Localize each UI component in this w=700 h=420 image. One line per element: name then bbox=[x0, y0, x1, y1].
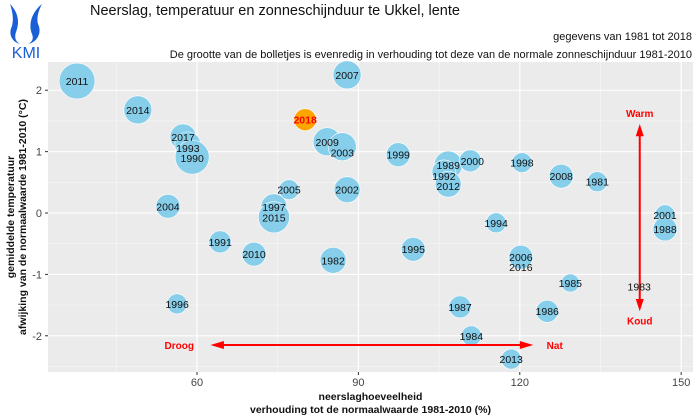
bubble-label-1983: 1983 bbox=[628, 282, 652, 294]
bubble-label-2016: 2016 bbox=[509, 262, 533, 274]
bubble-label-2018: 2018 bbox=[293, 115, 317, 127]
bubble-2007 bbox=[332, 60, 362, 90]
bubble-label-1993: 1993 bbox=[176, 143, 200, 155]
bubble-label-2003: 2003 bbox=[331, 148, 355, 160]
bubble-label-2009: 2009 bbox=[316, 137, 340, 149]
bubble-label-2011: 2011 bbox=[66, 76, 89, 88]
bubble-2004 bbox=[155, 193, 181, 219]
bubble-label-1995: 1995 bbox=[402, 244, 426, 256]
bubble-label-1984: 1984 bbox=[460, 331, 484, 343]
bubble-label-1987: 1987 bbox=[448, 302, 472, 314]
bubble-1990 bbox=[174, 139, 210, 175]
bubble-label-2013: 2013 bbox=[499, 354, 523, 366]
y-tick-label: 2 bbox=[36, 85, 42, 97]
bubble-2016 bbox=[508, 244, 534, 270]
bubble-label-1998: 1998 bbox=[510, 158, 534, 170]
bubble-label-2000: 2000 bbox=[461, 156, 485, 168]
bubble-2012 bbox=[434, 170, 462, 198]
bubble-1995 bbox=[401, 236, 426, 262]
chart-subtitle-size-note: De grootte van de bolletjes is evenredig… bbox=[169, 49, 692, 61]
bubble-2014 bbox=[123, 95, 153, 125]
y-tick-label: -1 bbox=[32, 269, 42, 281]
bubble-1994 bbox=[485, 212, 507, 234]
x-tick-label: 120 bbox=[511, 377, 529, 389]
x-tick-label: 60 bbox=[191, 377, 203, 389]
bubble-label-2014: 2014 bbox=[126, 105, 150, 117]
bubble-1999 bbox=[385, 142, 411, 167]
bubble-2003 bbox=[327, 132, 357, 162]
x-tick-label: 150 bbox=[672, 377, 690, 389]
bubble-2018 bbox=[293, 108, 317, 132]
bubble-label-2002: 2002 bbox=[335, 185, 359, 197]
bubble-1982 bbox=[319, 246, 347, 274]
bubble-2015 bbox=[258, 201, 290, 234]
bubble-label-2004: 2004 bbox=[156, 201, 180, 213]
plot-panel bbox=[48, 62, 693, 372]
bubble-1986 bbox=[535, 299, 559, 323]
bubble-label-1994: 1994 bbox=[484, 218, 508, 230]
bubble-label-1985: 1985 bbox=[559, 278, 583, 290]
bubble-1981 bbox=[586, 171, 608, 193]
bubble-label-1997: 1997 bbox=[262, 202, 286, 214]
y-axis-title-line2: afwijking van de normaalwaarde 1981-2010… bbox=[17, 99, 29, 335]
bubble-label-2015: 2015 bbox=[262, 212, 286, 224]
y-tick-label: 0 bbox=[36, 208, 42, 220]
bubble-label-1999: 1999 bbox=[387, 150, 411, 162]
x-tick-label: 90 bbox=[352, 377, 364, 389]
bubble-2010 bbox=[241, 241, 267, 267]
y-tick-label: 1 bbox=[36, 147, 42, 159]
bubble-1998 bbox=[511, 152, 533, 173]
bubble-label-1988: 1988 bbox=[653, 224, 677, 236]
bubble-2013 bbox=[500, 348, 522, 370]
bubble-2002 bbox=[333, 176, 361, 203]
bubble-label-2008: 2008 bbox=[550, 171, 574, 183]
bubble-label-2010: 2010 bbox=[242, 249, 266, 261]
bubble-2000 bbox=[458, 149, 482, 173]
bubble-label-1982: 1982 bbox=[321, 255, 345, 267]
droog-label: Droog bbox=[165, 341, 194, 352]
warm-arrowhead bbox=[635, 124, 644, 137]
bubble-1987 bbox=[448, 295, 472, 319]
nat-label: Nat bbox=[547, 341, 564, 352]
bubble-label-1992: 1992 bbox=[432, 171, 456, 183]
bubble-2005 bbox=[278, 179, 300, 200]
bubble-label-1986: 1986 bbox=[536, 306, 560, 318]
chart-title: Neerslag, temperatuur en zonneschijnduur… bbox=[90, 3, 460, 19]
bubble-label-2017: 2017 bbox=[171, 132, 195, 144]
bubble-1985 bbox=[560, 273, 580, 293]
bubble-1988 bbox=[652, 216, 678, 242]
bubble-label-1991: 1991 bbox=[208, 237, 232, 249]
bubble-label-2007: 2007 bbox=[335, 70, 359, 82]
bubble-label-1981: 1981 bbox=[586, 177, 610, 189]
nat-arrowhead bbox=[519, 340, 534, 349]
bubble-2008 bbox=[548, 163, 574, 189]
bubble-label-2005: 2005 bbox=[277, 185, 301, 197]
bubble-2011 bbox=[58, 62, 96, 100]
koud-label: Koud bbox=[627, 316, 653, 327]
bubble-label-2001: 2001 bbox=[653, 210, 677, 222]
bubble-label-2012: 2012 bbox=[437, 181, 461, 193]
bubble-1996 bbox=[166, 293, 188, 315]
bubble-label-2006: 2006 bbox=[509, 252, 533, 264]
bubble-label-1989: 1989 bbox=[437, 160, 461, 172]
bubble-1991 bbox=[208, 230, 232, 254]
kmi-logo: KMI bbox=[10, 4, 42, 60]
warm-label: Warm bbox=[626, 109, 654, 120]
droog-arrowhead bbox=[210, 340, 224, 349]
y-axis-title-line1: gemiddelde temperatuur bbox=[5, 156, 17, 279]
x-axis-title-line2: verhouding tot de normaalwaarde 1981-201… bbox=[250, 404, 491, 416]
chart-subtitle-period: gegevens van 1981 tot 2018 bbox=[553, 31, 692, 43]
bubble-label-1996: 1996 bbox=[165, 299, 189, 311]
bubble-label-1990: 1990 bbox=[180, 153, 204, 165]
logo-text: KMI bbox=[12, 45, 40, 60]
y-tick-label: -2 bbox=[32, 331, 42, 343]
koud-arrowhead bbox=[635, 298, 644, 312]
x-axis-title-line1: neerslaghoeveelheid bbox=[319, 391, 423, 403]
